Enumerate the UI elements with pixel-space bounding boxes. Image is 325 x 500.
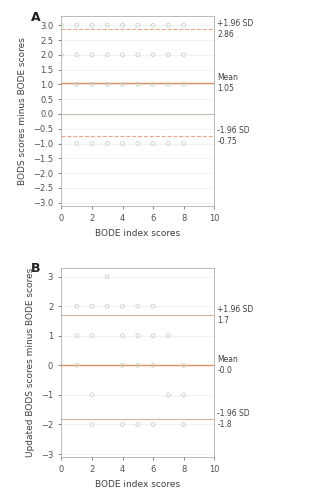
Point — [166, 332, 171, 340]
Point — [135, 51, 140, 59]
Text: Mean
1.05: Mean 1.05 — [217, 73, 238, 93]
Point — [105, 302, 110, 310]
Point — [105, 21, 110, 29]
Text: -1.96 SD
-1.8: -1.96 SD -1.8 — [217, 408, 250, 428]
Point — [135, 362, 140, 370]
Text: B: B — [31, 262, 41, 275]
Point — [181, 420, 186, 428]
Text: Mean
-0.0: Mean -0.0 — [217, 356, 238, 376]
Point — [120, 420, 125, 428]
Point — [166, 80, 171, 88]
Point — [74, 51, 79, 59]
Text: +1.96 SD
2.86: +1.96 SD 2.86 — [217, 20, 254, 40]
Point — [74, 80, 79, 88]
Point — [89, 391, 95, 399]
Y-axis label: BODS scores minus BODE scores: BODS scores minus BODE scores — [18, 37, 27, 185]
Point — [105, 80, 110, 88]
Point — [59, 51, 64, 59]
Point — [166, 140, 171, 147]
Point — [135, 140, 140, 147]
Point — [89, 140, 95, 147]
Point — [120, 302, 125, 310]
Point — [120, 140, 125, 147]
Point — [181, 80, 186, 88]
Point — [150, 51, 156, 59]
Point — [150, 21, 156, 29]
Point — [74, 302, 79, 310]
Point — [181, 140, 186, 147]
Text: A: A — [31, 10, 41, 24]
Text: -1.96 SD
-0.75: -1.96 SD -0.75 — [217, 126, 250, 146]
Point — [181, 51, 186, 59]
Point — [150, 140, 156, 147]
Point — [105, 140, 110, 147]
Point — [135, 80, 140, 88]
Text: +1.96 SD
1.7: +1.96 SD 1.7 — [217, 305, 254, 325]
X-axis label: BODE index scores: BODE index scores — [95, 228, 180, 237]
Point — [74, 362, 79, 370]
Point — [135, 21, 140, 29]
Point — [89, 21, 95, 29]
Point — [89, 51, 95, 59]
Point — [120, 332, 125, 340]
Point — [181, 362, 186, 370]
Point — [181, 391, 186, 399]
Point — [120, 80, 125, 88]
Point — [89, 420, 95, 428]
Point — [89, 332, 95, 340]
Point — [150, 302, 156, 310]
Point — [150, 420, 156, 428]
Y-axis label: Updated BODS scores minus BODE scores: Updated BODS scores minus BODE scores — [26, 268, 35, 457]
Point — [74, 332, 79, 340]
Point — [135, 420, 140, 428]
Point — [74, 140, 79, 147]
Point — [120, 21, 125, 29]
Point — [135, 332, 140, 340]
Point — [166, 391, 171, 399]
Point — [74, 21, 79, 29]
Point — [150, 80, 156, 88]
Point — [150, 362, 156, 370]
Point — [89, 80, 95, 88]
Point — [105, 272, 110, 280]
Point — [166, 21, 171, 29]
Point — [150, 332, 156, 340]
Point — [120, 51, 125, 59]
Point — [135, 302, 140, 310]
Point — [120, 362, 125, 370]
Point — [89, 302, 95, 310]
X-axis label: BODE index scores: BODE index scores — [95, 480, 180, 489]
Point — [105, 51, 110, 59]
Point — [59, 21, 64, 29]
Point — [181, 21, 186, 29]
Point — [166, 51, 171, 59]
